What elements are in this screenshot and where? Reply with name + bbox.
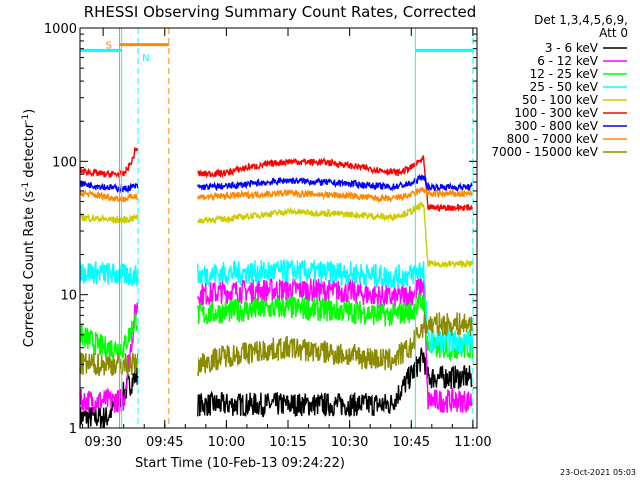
y-tick-label: 10 [60, 289, 77, 304]
x-tick-label: 11:00 [454, 435, 491, 450]
flag-label: N [142, 53, 149, 64]
x-tick-label: 10:00 [208, 435, 245, 450]
y-axis-label: Corrected Count Rate (s-1 detector-1) [21, 109, 37, 347]
y-axis: 1 10 100 1000 [44, 22, 477, 437]
footer-timestamp: 23-Oct-2021 05:03 [560, 468, 636, 477]
series-line [79, 292, 474, 362]
x-tick-label: 10:15 [269, 435, 306, 450]
legend-label: 800 - 7000 keV [507, 132, 599, 146]
x-axis: 09:30 09:45 10:00 10:15 10:30 10:45 11:00 [82, 28, 492, 450]
x-axis-label: Start Time (10-Feb-13 09:24:22) [135, 456, 345, 471]
flag-label: S [106, 41, 112, 52]
x-tick-label: 09:30 [84, 435, 121, 450]
legend-label: 50 - 100 keV [522, 93, 599, 107]
legend-header-detectors: Det 1,3,4,5,6,9, [534, 13, 628, 27]
legend-label: 25 - 50 keV [530, 80, 599, 94]
plot-area: SN [79, 28, 474, 429]
legend-label: 6 - 12 keV [537, 54, 599, 68]
y-tick-label: 100 [52, 155, 77, 170]
legend-header-attenuator: Att 0 [599, 26, 628, 40]
chart-title: RHESSI Observing Summary Count Rates, Co… [84, 3, 477, 21]
legend-label: 7000 - 15000 keV [491, 145, 598, 159]
x-tick-label: 09:45 [146, 435, 183, 450]
series-line [79, 187, 474, 204]
x-tick-label: 10:30 [331, 435, 368, 450]
series-line [79, 173, 473, 194]
legend-label: 100 - 300 keV [514, 106, 598, 120]
plot-frame [79, 27, 478, 429]
legend-label: 300 - 800 keV [514, 119, 598, 133]
y-tick-label: 1000 [44, 22, 77, 37]
series-line [79, 312, 474, 377]
legend-label: 3 - 6 keV [545, 41, 599, 55]
series-line [79, 200, 474, 269]
x-tick-label: 10:45 [393, 435, 430, 450]
legend-label: 12 - 25 keV [530, 67, 599, 81]
y-tick-label: 1 [69, 422, 77, 437]
